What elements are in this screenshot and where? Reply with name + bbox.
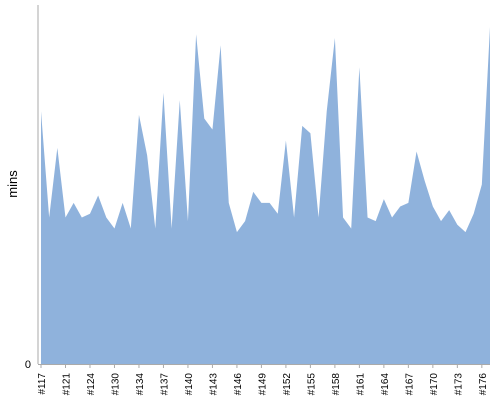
- data-point: [72, 201, 76, 205]
- data-point: [55, 146, 59, 150]
- x-tick-label: #170: [429, 373, 440, 396]
- data-point: [137, 113, 141, 117]
- data-point: [259, 201, 263, 205]
- data-point: [39, 109, 43, 113]
- data-point: [47, 215, 51, 219]
- data-point: [268, 201, 272, 205]
- x-tick-label: #146: [233, 373, 244, 396]
- data-point: [455, 223, 459, 227]
- x-tick-label: #130: [110, 373, 121, 396]
- data-point: [276, 212, 280, 216]
- x-tick-label: #137: [159, 373, 170, 396]
- data-point: [104, 215, 108, 219]
- data-point: [300, 124, 304, 128]
- data-point: [382, 197, 386, 201]
- data-point: [374, 219, 378, 223]
- data-point: [447, 208, 451, 212]
- x-tick-label: #173: [453, 373, 464, 396]
- x-tick-label: #158: [331, 373, 342, 396]
- data-point: [178, 98, 182, 102]
- data-point: [170, 226, 174, 230]
- data-point: [423, 179, 427, 183]
- data-point: [88, 212, 92, 216]
- data-point: [308, 131, 312, 135]
- x-tick-label: #164: [380, 373, 391, 396]
- data-point: [472, 212, 476, 216]
- data-point: [251, 190, 255, 194]
- data-point: [366, 215, 370, 219]
- data-point: [243, 219, 247, 223]
- x-tick-label: #161: [355, 373, 366, 396]
- x-tick-label: #152: [282, 373, 293, 396]
- data-point: [431, 204, 435, 208]
- data-point: [235, 230, 239, 234]
- data-point: [210, 128, 214, 132]
- data-point: [186, 219, 190, 223]
- data-point: [341, 215, 345, 219]
- x-tick-label: #167: [404, 373, 415, 396]
- data-point: [406, 201, 410, 205]
- data-point: [439, 219, 443, 223]
- x-tick-label: #124: [86, 373, 97, 396]
- data-point: [161, 91, 165, 95]
- data-point: [121, 201, 125, 205]
- x-tick-label: #149: [257, 373, 268, 396]
- data-point: [80, 215, 84, 219]
- x-tick-label: #117: [37, 373, 48, 395]
- data-point: [194, 32, 198, 36]
- data-point: [227, 201, 231, 205]
- data-point: [145, 153, 149, 157]
- y-tick-label: 0: [25, 359, 31, 371]
- data-point: [325, 109, 329, 113]
- data-point: [292, 215, 296, 219]
- y-axis-label: mins: [5, 170, 20, 198]
- data-point: [153, 226, 157, 230]
- data-point: [357, 65, 361, 69]
- data-point: [112, 226, 116, 230]
- data-point: [398, 204, 402, 208]
- data-point: [464, 230, 468, 234]
- x-tick-label: #176: [478, 373, 489, 396]
- data-point: [96, 193, 100, 197]
- x-tick-label: #134: [135, 373, 146, 396]
- series-area: [41, 26, 490, 364]
- x-tick-label: #155: [306, 373, 317, 396]
- data-point: [129, 226, 133, 230]
- data-point: [317, 215, 321, 219]
- data-point: [349, 226, 353, 230]
- data-point: [284, 139, 288, 143]
- data-point: [415, 150, 419, 154]
- data-point: [480, 183, 484, 187]
- data-point: [333, 36, 337, 40]
- data-point: [390, 215, 394, 219]
- x-tick-label: #140: [184, 373, 195, 396]
- data-point: [488, 25, 492, 29]
- data-point: [63, 215, 67, 219]
- data-point: [219, 43, 223, 47]
- data-point: [202, 117, 206, 121]
- x-tick-label: #143: [208, 373, 219, 396]
- x-tick-label: #121: [61, 373, 72, 396]
